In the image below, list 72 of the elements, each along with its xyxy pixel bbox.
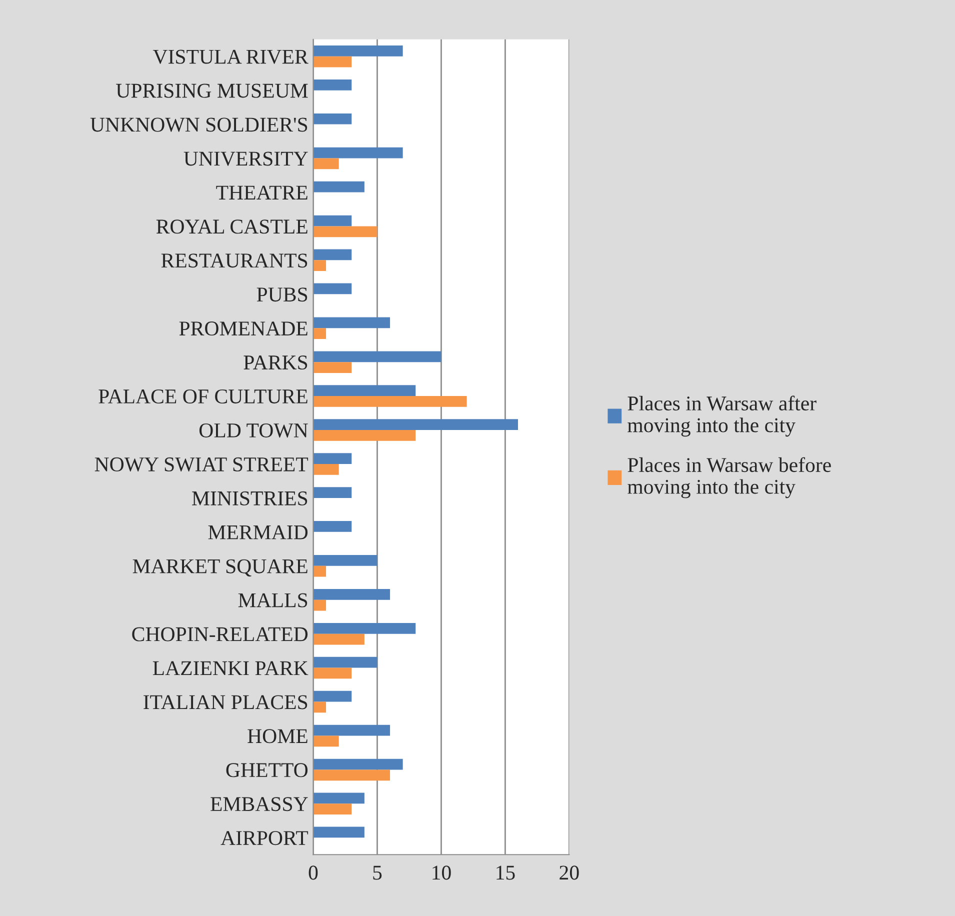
bar bbox=[313, 430, 416, 441]
y-tick-label: UNIVERSITY bbox=[184, 152, 308, 166]
y-tick-label: EMBASSY bbox=[210, 797, 308, 812]
bar bbox=[313, 158, 339, 170]
y-tick-label: PALACE OF CULTURE bbox=[98, 389, 308, 404]
y-tick-label: PARKS bbox=[244, 356, 308, 370]
bar bbox=[313, 724, 390, 736]
bar bbox=[313, 260, 326, 272]
y-tick-label: RESTAURANTS bbox=[161, 254, 308, 268]
bar bbox=[313, 283, 352, 294]
bar bbox=[313, 690, 352, 702]
bar bbox=[313, 622, 416, 634]
bar bbox=[313, 226, 378, 238]
legend-label: Places in Warsaw after moving into the city bbox=[628, 396, 816, 437]
bar bbox=[313, 566, 326, 577]
y-tick-label: UPRISING MUSEUM bbox=[116, 84, 308, 98]
y-tick-label: MARKET SQUARE bbox=[132, 559, 308, 577]
y-tick-label: LAZIENKI PARK bbox=[152, 661, 308, 676]
y-tick-label: AIRPORT bbox=[220, 831, 308, 846]
y-tick-label: HOME bbox=[248, 729, 308, 744]
bar bbox=[313, 555, 378, 566]
bar bbox=[313, 668, 352, 679]
bar bbox=[313, 147, 403, 158]
bar bbox=[313, 362, 352, 373]
y-tick-label: ITALIAN PLACES bbox=[144, 695, 308, 710]
bar bbox=[313, 46, 403, 56]
bar bbox=[313, 419, 518, 430]
bar bbox=[313, 56, 352, 68]
bar bbox=[313, 215, 352, 226]
y-tick-label: VISTULA RIVER bbox=[152, 50, 308, 64]
bar bbox=[313, 464, 339, 475]
y-tick-label: MALLS bbox=[238, 593, 308, 608]
bar bbox=[313, 736, 339, 747]
bar bbox=[313, 396, 467, 407]
y-tick-label: CHOPIN-RELATED bbox=[132, 627, 308, 642]
y-tick-label: GHETTO bbox=[226, 763, 308, 778]
x-tick-label: 10 bbox=[432, 866, 451, 880]
bar bbox=[313, 588, 390, 600]
bar bbox=[313, 317, 390, 328]
bar bbox=[313, 385, 416, 396]
x-tick-label: 15 bbox=[496, 866, 515, 880]
bar bbox=[313, 634, 364, 645]
bar bbox=[313, 826, 364, 838]
x-tick-label: 5 bbox=[373, 866, 382, 880]
legend-label: Places in Warsaw before moving into the city bbox=[628, 457, 831, 498]
x-tick-label: 0 bbox=[308, 866, 318, 880]
y-tick-label: ROYAL CASTLE bbox=[156, 220, 308, 234]
bar bbox=[313, 758, 403, 770]
bar bbox=[313, 600, 326, 611]
bar bbox=[313, 521, 352, 532]
bar bbox=[313, 249, 352, 260]
y-tick-label: MERMAID bbox=[208, 525, 308, 540]
x-tick-label: 20 bbox=[560, 866, 579, 880]
bar bbox=[313, 656, 378, 668]
bar bbox=[313, 351, 442, 362]
bar bbox=[313, 113, 352, 124]
y-tick-label: OLD TOWN bbox=[199, 423, 308, 438]
bar bbox=[313, 804, 352, 815]
y-tick-label: MINISTRIES bbox=[192, 491, 308, 506]
bar bbox=[313, 702, 326, 713]
y-tick-label: THEATRE bbox=[216, 186, 308, 200]
bar bbox=[313, 79, 352, 90]
bar bbox=[313, 487, 352, 498]
y-tick-label: NOWY SWIAT STREET bbox=[94, 457, 308, 472]
y-tick-label: PROMENADE bbox=[179, 322, 308, 336]
y-tick-label: UNKNOWN SOLDIER'S bbox=[90, 118, 308, 132]
bar bbox=[313, 770, 390, 781]
bar bbox=[313, 453, 352, 464]
bar bbox=[313, 328, 326, 339]
bar bbox=[313, 792, 364, 804]
y-tick-label: PUBS bbox=[256, 288, 308, 302]
bar bbox=[313, 181, 364, 192]
